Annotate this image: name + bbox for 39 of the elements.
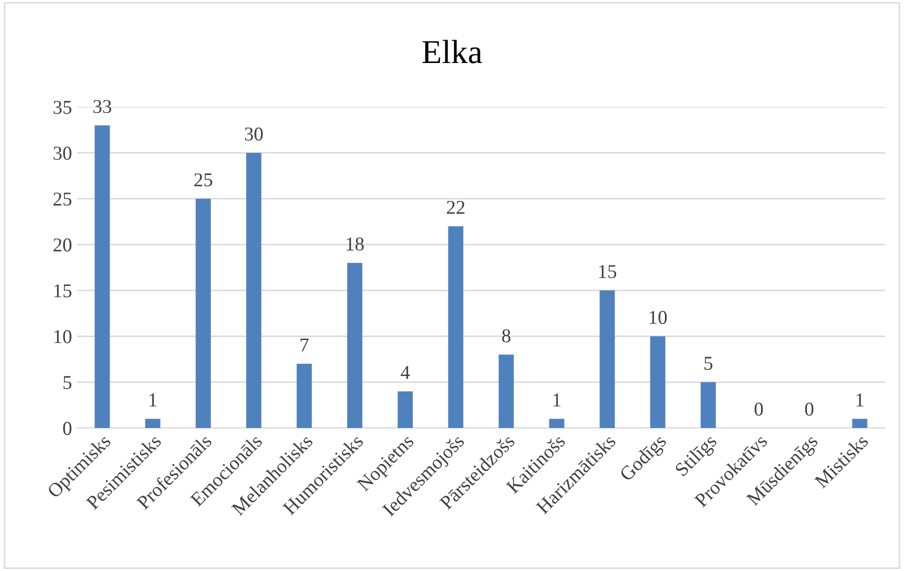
data-label: 1 bbox=[554, 394, 560, 406]
y-tick-label: 30 bbox=[54, 146, 72, 160]
data-label: 30 bbox=[244, 127, 263, 141]
data-label: 1 bbox=[150, 394, 156, 406]
y-tick-label: 0 bbox=[63, 422, 72, 435]
y-tick-label: 35 bbox=[54, 100, 72, 114]
data-label: 1 bbox=[856, 394, 864, 406]
y-tick-label: 20 bbox=[54, 238, 72, 252]
data-label: 0 bbox=[805, 402, 814, 416]
y-tick-label: 15 bbox=[54, 284, 72, 298]
y-tick-label: 5 bbox=[64, 376, 72, 390]
chart-title: Elka bbox=[422, 40, 482, 64]
bar bbox=[650, 336, 666, 428]
data-label: 33 bbox=[93, 100, 112, 114]
data-label: 0 bbox=[754, 402, 763, 416]
data-label: 22 bbox=[446, 200, 464, 214]
bar bbox=[498, 354, 514, 428]
data-label: 10 bbox=[650, 310, 667, 324]
data-label: 5 bbox=[704, 356, 712, 370]
data-label: 15 bbox=[599, 265, 616, 278]
bar bbox=[448, 226, 464, 428]
bar bbox=[94, 125, 110, 428]
data-label: 25 bbox=[194, 173, 212, 186]
data-label: 8 bbox=[502, 329, 510, 342]
y-tick-label: 10 bbox=[54, 330, 72, 344]
bar bbox=[145, 418, 160, 428]
bar bbox=[600, 290, 615, 428]
bar bbox=[246, 152, 262, 428]
bar bbox=[196, 198, 211, 428]
data-label: 7 bbox=[300, 338, 309, 352]
bar bbox=[852, 418, 868, 428]
bar bbox=[296, 364, 312, 428]
y-tick-label: 25 bbox=[54, 192, 72, 206]
bar bbox=[549, 418, 564, 428]
data-label: 4 bbox=[400, 366, 410, 379]
data-label: 18 bbox=[346, 238, 364, 251]
bar bbox=[700, 382, 716, 428]
bar bbox=[347, 262, 362, 428]
bar bbox=[398, 391, 413, 428]
